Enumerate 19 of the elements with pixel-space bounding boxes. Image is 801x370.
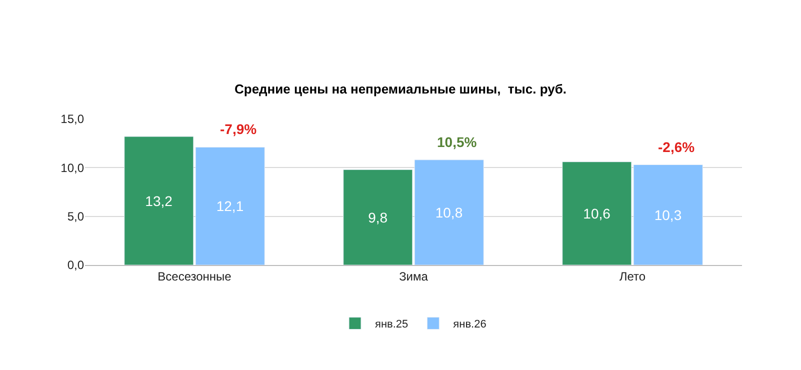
- x-tick-label: Зима: [399, 269, 428, 284]
- data-label: 9,8: [368, 209, 388, 226]
- y-tick-label: 0,0: [67, 258, 84, 272]
- y-tick-label: 15,0: [60, 112, 84, 126]
- annotation: -7,9%: [220, 121, 258, 137]
- annotation: -2,6%: [658, 139, 696, 155]
- x-tick-label: Всесезонные: [158, 269, 232, 284]
- data-label: 12,1: [216, 198, 244, 214]
- y-tick-label: 5,0: [67, 210, 84, 224]
- legend-label: янв.26: [453, 318, 486, 331]
- legend-label: янв.25: [375, 318, 408, 331]
- data-label: 13,2: [145, 192, 173, 209]
- data-label: 10,6: [583, 205, 611, 222]
- data-label: 10,8: [435, 204, 463, 220]
- annotation: 10,5%: [437, 134, 478, 150]
- data-label: 10,3: [654, 206, 682, 223]
- x-tick-label: Лето: [619, 269, 646, 284]
- chart-title: Средние цены на непремиальные шины, тыс. руб.: [234, 81, 566, 96]
- y-tick-label: 10,0: [60, 160, 84, 175]
